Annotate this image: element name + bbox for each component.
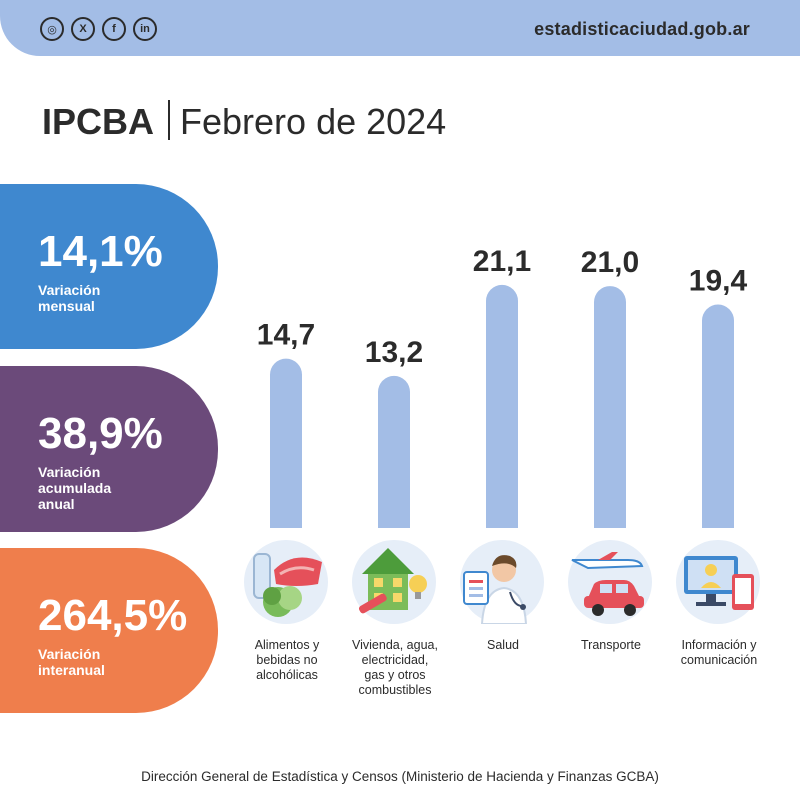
bar-4 — [594, 286, 626, 544]
category-label: Salud — [448, 638, 558, 653]
stat-label-line: anual — [38, 496, 75, 512]
title-main: IPCBA — [42, 101, 155, 142]
bar-3 — [486, 284, 518, 544]
instagram-icon[interactable]: ◎ — [40, 17, 64, 41]
transport-icon — [568, 540, 652, 624]
category-label-line: Alimentos y — [254, 638, 320, 652]
bar-value-label: 21,1 — [473, 245, 531, 278]
stat-card-monthly: 14,1% Variación mensual — [0, 184, 218, 349]
stat-label: Variación interanual — [38, 646, 218, 678]
category-label: Transporte — [556, 638, 666, 653]
stat-label-line: Variación — [38, 646, 101, 662]
category-label: Alimentos y bebidas no alcohólicas — [232, 638, 342, 683]
stat-label-line: interanual — [38, 662, 105, 678]
category-label-line: electricidad, — [361, 653, 429, 667]
category-label-line: combustibles — [358, 683, 432, 697]
site-link[interactable]: estadisticaciudad.gob.ar — [534, 19, 750, 39]
facebook-icon[interactable]: f — [102, 17, 126, 41]
category-label-line: Salud — [487, 638, 519, 652]
bar-1 — [270, 358, 302, 544]
stat-value: 264,5% — [38, 591, 188, 640]
stat-card-interannual: 264,5% Variación interanual — [0, 548, 218, 713]
category-label-line: Transporte — [581, 638, 641, 652]
social-links: ◎ X f in — [40, 17, 157, 41]
bar-value-label: 21,0 — [581, 246, 639, 279]
stat-value: 38,9% — [38, 409, 163, 458]
bar-value-label: 19,4 — [689, 265, 748, 298]
stat-label-line: Variación — [38, 282, 101, 298]
category-label-line: alcohólicas — [256, 668, 318, 682]
title-divider — [168, 100, 171, 140]
category-label-line: Vivienda, agua, — [352, 638, 438, 652]
bar-2 — [378, 375, 410, 544]
computer-icon — [676, 540, 760, 624]
title-period: Febrero de 2024 — [180, 101, 447, 142]
linkedin-icon[interactable]: in — [133, 17, 157, 41]
stat-label: Variación acumulada anual — [38, 464, 218, 512]
x-icon[interactable]: X — [71, 17, 95, 41]
house-icon — [352, 540, 436, 624]
category-label-line: Información y — [681, 638, 757, 652]
category-label-line: gas y otros — [364, 668, 426, 682]
category-label-line: comunicación — [680, 653, 758, 667]
stat-label: Variación mensual — [38, 282, 218, 314]
footer-credit: Dirección General de Estadística y Censo… — [141, 769, 659, 784]
top-banner: ◎ X f in estadisticaciudad.gob.ar — [0, 0, 800, 56]
bar-value-label: 14,7 — [257, 319, 315, 352]
stat-label-line: mensual — [38, 298, 95, 314]
doctor-icon — [460, 540, 544, 625]
bar-value-label: 13,2 — [365, 336, 423, 369]
food-icon — [244, 540, 328, 624]
category-label-line: bebidas no — [256, 653, 318, 667]
page-title: IPCBA Febrero de 2024 — [42, 100, 446, 143]
stat-label-line: acumulada — [38, 480, 112, 496]
category-label: Información y comunicación — [664, 638, 774, 668]
stat-card-accumulated: 38,9% Variación acumulada anual — [0, 366, 218, 532]
stat-label-line: Variación — [38, 464, 101, 480]
bar-5 — [702, 304, 734, 544]
category-label: Vivienda, agua, electricidad, gas y otro… — [340, 638, 450, 698]
stat-value: 14,1% — [38, 227, 163, 276]
